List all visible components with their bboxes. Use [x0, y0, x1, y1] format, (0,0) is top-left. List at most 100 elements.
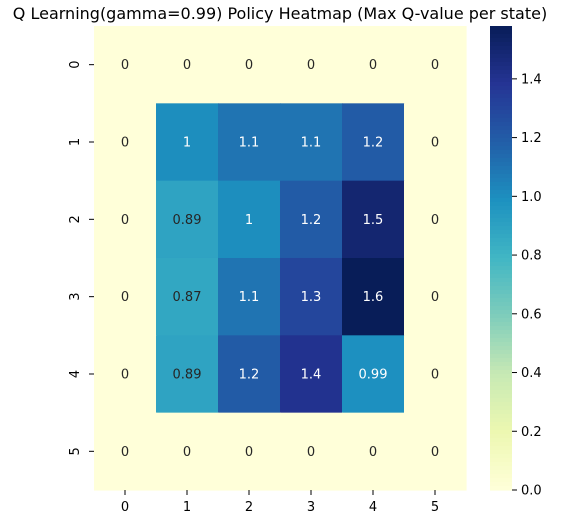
colorbar-gradient-step [490, 286, 512, 291]
colorbar-gradient-step [490, 450, 512, 455]
colorbar-gradient-step [490, 150, 512, 155]
colorbar: 0.0 0.2 0.4 0.6 0.8 1.0 1.2 1.4 [490, 26, 542, 499]
colorbar-gradient-step [490, 242, 512, 247]
cell-value-1-5: 0 [431, 135, 439, 150]
colorbar-gradient-step [490, 446, 512, 451]
cell-value-4-4: 0.99 [359, 367, 388, 382]
cell-value-2-4: 1.5 [363, 213, 384, 228]
colorbar-gradient-step [490, 38, 512, 43]
colorbar-gradient-step [490, 54, 512, 59]
heatmap-cell-4-4 [342, 335, 405, 414]
colorbar-gradient-step [490, 482, 512, 487]
colorbar-gradient-step [490, 434, 512, 439]
cell-value-5-2: 0 [245, 445, 253, 460]
x-tick-label-4: 4 [369, 500, 377, 515]
heatmap-cell-3-2 [218, 257, 281, 336]
colorbar-gradient-step [490, 134, 512, 139]
colorbar-gradient-step [490, 262, 512, 267]
colorbar-gradient-step [490, 466, 512, 471]
colorbar-gradient-step [490, 322, 512, 327]
cell-value-2-2: 1 [245, 213, 253, 228]
colorbar-gradient-step [490, 334, 512, 339]
heatmap-cell-1-1 [156, 103, 219, 182]
colorbar-gradient-step [490, 354, 512, 359]
cell-value-4-2: 1.2 [239, 367, 260, 382]
colorbar-gradient-step [490, 226, 512, 231]
heatmap-cell-2-1 [156, 180, 219, 259]
colorbar-gradient-step [490, 178, 512, 183]
y-axis: 0 1 2 3 4 5 [68, 61, 94, 455]
colorbar-gradient-step [490, 462, 512, 467]
cell-value-1-0: 0 [121, 135, 129, 150]
heatmap-cell-4-3 [280, 335, 343, 414]
heatmap-cell-4-2 [218, 335, 281, 414]
colorbar-gradient-step [490, 214, 512, 219]
colorbar-gradient-step [490, 158, 512, 163]
x-tick-label-2: 2 [245, 500, 253, 515]
colorbar-tick-label-0: 0.0 [521, 484, 542, 499]
colorbar-gradient-step [490, 278, 512, 283]
colorbar-gradient-step [490, 254, 512, 259]
colorbar-gradient-step [490, 306, 512, 311]
colorbar-gradient-step [490, 274, 512, 279]
colorbar-gradient-step [490, 78, 512, 83]
colorbar-gradient-step [490, 486, 512, 491]
colorbar-gradient-step [490, 74, 512, 79]
colorbar-gradient-step [490, 70, 512, 75]
colorbar-gradient-step [490, 218, 512, 223]
y-tick-label-1: 1 [68, 138, 83, 146]
cell-value-0-5: 0 [431, 58, 439, 73]
colorbar-gradient-step [490, 338, 512, 343]
colorbar-gradient-step [490, 170, 512, 175]
colorbar-gradient-step [490, 438, 512, 443]
heatmap-cell-5-5 [404, 412, 467, 491]
colorbar-gradient-step [490, 410, 512, 415]
colorbar-gradient-step [490, 210, 512, 215]
colorbar-gradient-step [490, 266, 512, 271]
heatmap-cell-0-2 [218, 26, 281, 104]
colorbar-tick-label-6: 1.2 [521, 131, 542, 146]
y-tick-label-2: 2 [68, 215, 83, 223]
heatmap-cell-1-4 [342, 103, 405, 182]
cell-value-0-2: 0 [245, 58, 253, 73]
colorbar-gradient-step [490, 30, 512, 35]
y-tick-label-3: 3 [68, 293, 83, 301]
cell-value-3-4: 1.6 [363, 290, 384, 305]
colorbar-gradient-step [490, 370, 512, 375]
colorbar-gradient-step [490, 430, 512, 435]
colorbar-gradient-step [490, 126, 512, 131]
heatmap-cell-3-5 [404, 257, 467, 336]
colorbar-gradient-step [490, 386, 512, 391]
colorbar-gradient-step [490, 358, 512, 363]
colorbar-gradient-step [490, 230, 512, 235]
cell-value-4-3: 1.4 [301, 367, 322, 382]
heatmap-cells: 0 0 0 0 0 0 0 1 1.1 1.1 1.2 0 0 0.89 1 1.2 1.5 0 0 0.87 1.1 1… [94, 26, 467, 491]
colorbar-gradient-step [490, 366, 512, 371]
colorbar-gradient-step [490, 66, 512, 71]
colorbar-gradient-step [490, 326, 512, 331]
heatmap-cell-0-0 [94, 26, 157, 104]
x-axis: 0 1 2 3 4 5 [121, 489, 439, 515]
colorbar-gradient-step [490, 50, 512, 55]
colorbar-gradient-step [490, 402, 512, 407]
colorbar-gradient-step [490, 118, 512, 123]
colorbar-gradient-step [490, 406, 512, 411]
heatmap-cell-2-3 [280, 180, 343, 259]
colorbar-gradient-step [490, 82, 512, 87]
cell-value-1-3: 1.1 [301, 135, 322, 150]
heatmap-cell-5-0 [94, 412, 157, 491]
heatmap-cell-3-0 [94, 257, 157, 336]
cell-value-5-4: 0 [369, 445, 377, 460]
cell-value-3-5: 0 [431, 290, 439, 305]
cell-value-0-4: 0 [369, 58, 377, 73]
colorbar-gradient-step [490, 346, 512, 351]
cell-value-1-2: 1.1 [239, 135, 260, 150]
colorbar-gradient-step [490, 162, 512, 167]
heatmap-cell-1-3 [280, 103, 343, 182]
colorbar-gradient-step [490, 146, 512, 151]
cell-value-1-4: 1.2 [363, 135, 384, 150]
heatmap-cell-4-5 [404, 335, 467, 414]
x-tick-label-3: 3 [307, 500, 315, 515]
colorbar-gradient-step [490, 458, 512, 463]
